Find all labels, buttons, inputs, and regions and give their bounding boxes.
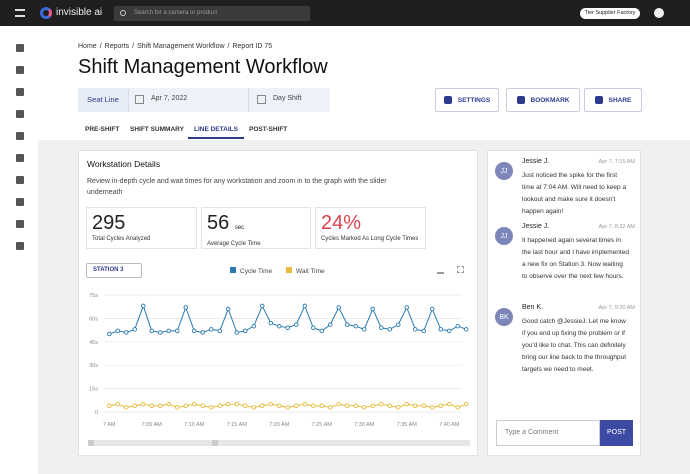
breadcrumb-item[interactable]: Shift Management Workflow [137, 43, 225, 50]
nav-tags[interactable] [16, 198, 24, 206]
breadcrumb-separator: / [132, 43, 135, 50]
button-label: SHARE [608, 96, 632, 104]
bookmark-button[interactable]: BOOKMARK [506, 88, 580, 112]
button-label: BOOKMARK [530, 96, 570, 104]
comment-input[interactable]: Type a Comment [496, 420, 600, 446]
stat-unit: sec [234, 225, 245, 231]
comment-author: Ben K. [522, 304, 544, 311]
active-tab-indicator [188, 137, 244, 139]
user-icon[interactable] [654, 8, 664, 18]
tab[interactable]: SHIFT SUMMARY [130, 126, 184, 133]
nav-map[interactable] [16, 220, 24, 228]
nav-camera[interactable] [16, 66, 24, 74]
card-title: Workstation Details [87, 159, 161, 169]
breadcrumb-separator: / [227, 43, 230, 50]
nav-home[interactable] [16, 44, 24, 52]
sidebar [0, 26, 38, 474]
comment-time: Apr 7, 9:20 AM [598, 305, 635, 311]
button-label: SETTINGS [457, 96, 491, 104]
avatar: BK [495, 308, 513, 326]
stat-box: 24% Cycles Marked As Long Cycle Times [315, 207, 426, 249]
download-icon[interactable] [437, 267, 444, 274]
search-placeholder: Search for a camera or product [134, 10, 218, 16]
avatar: JJ [495, 227, 513, 245]
expand-icon[interactable] [457, 266, 464, 273]
comment-text: Just noticed the spike for the first tim… [522, 172, 627, 215]
top-bar: invisible ai Search for a camera or prod… [0, 0, 690, 26]
logo [40, 7, 52, 19]
stat-label: Average Cycle Time [207, 241, 261, 247]
nav-bookmark[interactable] [16, 88, 24, 96]
calendar-icon [135, 95, 144, 104]
nav-list[interactable] [16, 154, 24, 162]
calendar-icon [257, 95, 266, 104]
zoom-slider[interactable] [88, 440, 470, 446]
breadcrumb-item[interactable]: Home [78, 43, 97, 50]
menu-icon[interactable] [15, 9, 25, 17]
tab[interactable]: LINE DETAILS [194, 126, 238, 133]
stat-label: Cycles Marked As Long Cycle Times [321, 236, 419, 242]
breadcrumb-item: Report ID 75 [232, 43, 273, 50]
comment-text: It happened again several times in the l… [522, 237, 629, 280]
brand: invisible ai [56, 7, 103, 18]
tab[interactable]: PRE-SHIFT [85, 126, 120, 133]
post-button[interactable]: POST [600, 420, 633, 446]
comment-time: Apr 7, 8:32 AM [598, 224, 635, 230]
breadcrumb: Home / Reports / Shift Management Workflow / R… [78, 43, 272, 50]
breadcrumb-item[interactable]: Reports [104, 43, 130, 50]
stat-value: 24% [321, 212, 362, 234]
search-icon [120, 10, 126, 16]
nav-download[interactable] [16, 176, 24, 184]
date-value: Apr 7, 2022 [151, 95, 188, 102]
tab[interactable]: POST-SHIFT [249, 126, 288, 133]
slider-handle[interactable] [212, 440, 218, 446]
stat-label: Total Cycles Analyzed [92, 236, 151, 242]
share-button[interactable]: SHARE [584, 88, 642, 112]
shift-value: Day Shift [273, 95, 302, 102]
nav-building[interactable] [16, 242, 24, 250]
station-dropdown[interactable]: STATION 3 [86, 263, 142, 278]
nav-search[interactable] [16, 110, 24, 118]
slider-handle[interactable] [88, 440, 94, 446]
search-box[interactable]: Search for a camera or product [114, 6, 310, 21]
comment-author: Jessie J. [522, 223, 550, 230]
comment-author: Jessie J. [522, 158, 550, 165]
date-filter[interactable]: Apr 7, 2022 [128, 88, 248, 112]
stat-value: 56 [207, 212, 230, 234]
breadcrumb-separator: / [99, 43, 102, 50]
nav-reports[interactable] [16, 132, 24, 140]
shift-filter[interactable]: Day Shift [248, 88, 330, 112]
stat-box: 56 sec Average Cycle Time [201, 207, 311, 249]
settings-button[interactable]: SETTINGS [435, 88, 499, 112]
page-title: Shift Management Workflow [78, 56, 328, 78]
stat-value: 295 [92, 212, 126, 234]
account-chip[interactable]: Tier Supplier Factory [580, 8, 640, 19]
comments-panel [487, 150, 641, 456]
comment-time: Apr 7, 7:15 AM [598, 159, 635, 165]
line-filter[interactable]: Seat Line [78, 88, 128, 112]
stat-box: 295 Total Cycles Analyzed [86, 207, 197, 249]
card-description: Review in-depth cycle and wait times for… [87, 178, 387, 196]
comment-text: Good catch @JessieJ. Let me know if you … [522, 318, 627, 373]
avatar: JJ [495, 162, 513, 180]
